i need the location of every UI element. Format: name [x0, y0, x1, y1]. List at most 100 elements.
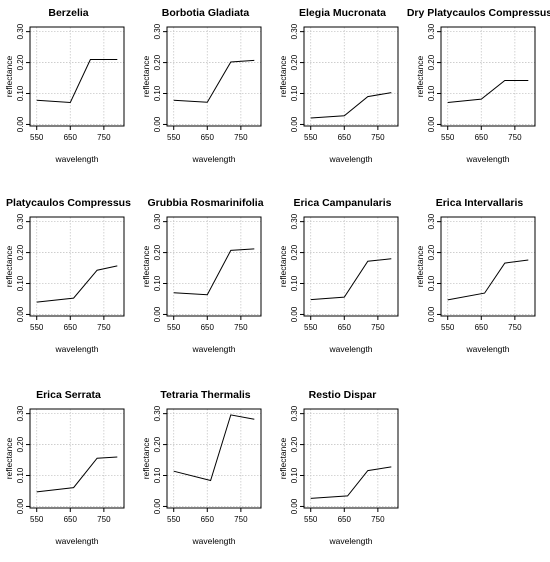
x-tick-label: 750 — [234, 323, 248, 332]
x-tick-label: 750 — [371, 133, 385, 142]
y-axis-label: reflectance — [278, 245, 288, 287]
x-tick-label: 750 — [97, 323, 111, 332]
y-axis-label: reflectance — [278, 55, 288, 97]
x-axis-label: wavelength — [191, 536, 235, 546]
x-tick-label: 550 — [167, 323, 181, 332]
x-axis-label: wavelength — [465, 344, 509, 354]
chart-title: Dry Platycaulos Compressus — [407, 7, 550, 19]
x-tick-label: 550 — [304, 515, 318, 524]
chart-title: Grubbia Rosmarinifolia — [147, 197, 263, 209]
chart-panel: Erica Intervallaris 550 650 750 0.00 0.10 0.20… — [411, 190, 548, 370]
x-tick-label: 750 — [97, 515, 111, 524]
y-axis-label: reflectance — [415, 245, 425, 287]
x-tick-label: 550 — [167, 515, 181, 524]
plot-frame — [29, 216, 125, 317]
y-tick-label: 0.20 — [290, 436, 299, 452]
x-tick-label: 550 — [30, 133, 44, 142]
chart-svg: Platycaulos Compressus 550 650 750 0.00 0.10 0… — [4, 197, 131, 354]
chart-svg: Dry Platycaulos Compressus 550 650 750 0.00 0… — [407, 7, 550, 164]
y-tick-label: 0.10 — [153, 275, 162, 291]
plot-frame — [303, 26, 399, 127]
chart-svg: Elegia Mucronata 550 650 750 0.00 0.10 0.20 0.3… — [278, 7, 399, 164]
y-tick-label: 0.30 — [290, 23, 299, 39]
y-tick-label: 0.30 — [153, 23, 162, 39]
chart-svg: Berzelia 550 650 750 0.00 0.10 0.20 0.30 wavelen… — [4, 7, 125, 164]
x-axis-label: wavelength — [54, 154, 98, 164]
reflectance-line — [173, 248, 255, 296]
x-tick-label: 650 — [475, 323, 489, 332]
chart-panel: Tetraria Thermalis 550 650 750 0.00 0.10 0.20 0… — [137, 382, 274, 562]
x-tick-label: 650 — [338, 133, 352, 142]
chart-panel: Restio Dispar 550 650 750 0.00 0.10 0.20 0.30 wa… — [274, 382, 411, 562]
x-tick-label: 750 — [97, 133, 111, 142]
x-tick-label: 550 — [167, 133, 181, 142]
y-tick-label: 0.00 — [153, 306, 162, 322]
x-tick-label: 550 — [304, 323, 318, 332]
x-tick-label: 650 — [338, 515, 352, 524]
y-tick-label: 0.20 — [16, 244, 25, 260]
chart-title: Borbotia Gladiata — [162, 7, 250, 19]
y-axis-label: reflectance — [415, 55, 425, 97]
y-tick-label: 0.00 — [427, 116, 436, 132]
x-tick-label: 650 — [64, 323, 78, 332]
y-tick-label: 0.00 — [16, 498, 25, 514]
x-tick-label: 650 — [201, 323, 215, 332]
plot-frame — [29, 26, 125, 127]
x-axis-label: wavelength — [328, 154, 372, 164]
y-tick-label: 0.30 — [16, 405, 25, 421]
x-tick-label: 650 — [338, 323, 352, 332]
y-tick-label: 0.20 — [427, 54, 436, 70]
chart-panel: Borbotia Gladiata 550 650 750 0.00 0.10 0.20 0.… — [137, 0, 274, 180]
reflectance-line — [447, 80, 529, 103]
y-tick-label: 0.20 — [290, 54, 299, 70]
chart-svg: Tetraria Thermalis 550 650 750 0.00 0.10 0.20 0… — [141, 389, 262, 546]
chart-panel: Berzelia 550 650 750 0.00 0.10 0.20 0.30 wavelen… — [0, 0, 137, 180]
reflectance-line — [310, 258, 392, 301]
reflectance-line — [447, 259, 529, 301]
y-tick-label: 0.20 — [290, 244, 299, 260]
y-tick-label: 0.10 — [290, 85, 299, 101]
y-tick-label: 0.20 — [427, 244, 436, 260]
y-tick-label: 0.20 — [16, 436, 25, 452]
chart-title: Tetraria Thermalis — [160, 389, 250, 401]
chart-title: Erica Serrata — [36, 389, 101, 401]
y-tick-label: 0.00 — [153, 116, 162, 132]
small-multiples-grid: Berzelia 550 650 750 0.00 0.10 0.20 0.30 wavelen… — [0, 0, 550, 546]
x-axis-label: wavelength — [191, 154, 235, 164]
plot-frame — [166, 216, 262, 317]
x-tick-label: 650 — [64, 515, 78, 524]
chart-svg: Erica Campanularis 550 650 750 0.00 0.10 0.20 0… — [278, 197, 399, 354]
x-tick-label: 750 — [371, 323, 385, 332]
y-tick-label: 0.10 — [427, 85, 436, 101]
x-axis-label: wavelength — [54, 344, 98, 354]
plot-frame — [303, 216, 399, 317]
y-tick-label: 0.30 — [427, 23, 436, 39]
y-tick-label: 0.10 — [290, 275, 299, 291]
y-axis-label: reflectance — [141, 55, 151, 97]
chart-title: Erica Intervallaris — [436, 197, 524, 209]
chart-svg: Restio Dispar 550 650 750 0.00 0.10 0.20 0.30 wa… — [278, 389, 399, 546]
x-tick-label: 550 — [441, 133, 455, 142]
chart-svg: Erica Serrata 550 650 750 0.00 0.10 0.20 0.30 wa… — [4, 389, 125, 546]
plot-frame — [303, 408, 399, 509]
y-tick-label: 0.10 — [16, 85, 25, 101]
y-axis-label: reflectance — [4, 437, 14, 479]
reflectance-line — [173, 414, 255, 482]
x-tick-label: 750 — [234, 515, 248, 524]
y-tick-label: 0.30 — [16, 213, 25, 229]
x-tick-label: 550 — [30, 515, 44, 524]
chart-panel: Grubbia Rosmarinifolia 550 650 750 0.00 0.10 0… — [137, 190, 274, 370]
x-tick-label: 650 — [201, 133, 215, 142]
chart-panel: Platycaulos Compressus 550 650 750 0.00 0.10 0… — [0, 190, 137, 370]
y-tick-label: 0.30 — [153, 213, 162, 229]
x-tick-label: 750 — [508, 323, 522, 332]
chart-panel: Elegia Mucronata 550 650 750 0.00 0.10 0.20 0.3… — [274, 0, 411, 180]
x-axis-label: wavelength — [191, 344, 235, 354]
chart-title: Berzelia — [48, 7, 88, 19]
y-tick-label: 0.10 — [427, 275, 436, 291]
plot-frame — [440, 26, 536, 127]
y-axis-label: reflectance — [278, 437, 288, 479]
y-tick-label: 0.30 — [16, 23, 25, 39]
y-tick-label: 0.30 — [290, 213, 299, 229]
x-tick-label: 750 — [371, 515, 385, 524]
